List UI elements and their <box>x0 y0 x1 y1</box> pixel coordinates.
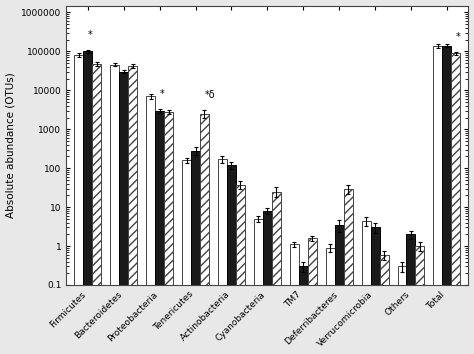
Bar <box>218 159 227 354</box>
Bar <box>92 64 101 354</box>
Bar <box>119 72 128 354</box>
Bar <box>344 189 353 354</box>
Text: *: * <box>456 32 461 41</box>
Text: *δ: *δ <box>205 90 216 100</box>
Bar <box>254 219 263 354</box>
Bar <box>83 51 92 354</box>
Bar <box>110 65 119 354</box>
Bar <box>74 55 83 354</box>
Bar <box>362 221 371 354</box>
Bar <box>182 160 191 354</box>
Text: *: * <box>88 30 93 40</box>
Bar <box>416 246 424 354</box>
Bar <box>272 192 281 354</box>
Bar <box>308 238 317 354</box>
Bar <box>407 234 416 354</box>
Y-axis label: Absolute abundance (OTUs): Absolute abundance (OTUs) <box>6 73 16 218</box>
Bar <box>371 228 380 354</box>
Bar <box>146 96 155 354</box>
Bar <box>128 66 137 354</box>
Bar <box>200 114 209 354</box>
Bar <box>335 225 344 354</box>
Bar <box>290 244 299 354</box>
Bar <box>191 151 200 354</box>
Bar <box>451 53 460 354</box>
Bar <box>326 248 335 354</box>
Bar <box>263 211 272 354</box>
Bar <box>299 267 308 354</box>
Text: *: * <box>160 88 164 99</box>
Bar <box>398 267 407 354</box>
Bar <box>164 112 173 354</box>
Bar <box>380 255 389 354</box>
Bar <box>433 46 442 354</box>
Bar <box>236 184 245 354</box>
Bar <box>155 111 164 354</box>
Bar <box>227 165 236 354</box>
Bar <box>442 46 451 354</box>
